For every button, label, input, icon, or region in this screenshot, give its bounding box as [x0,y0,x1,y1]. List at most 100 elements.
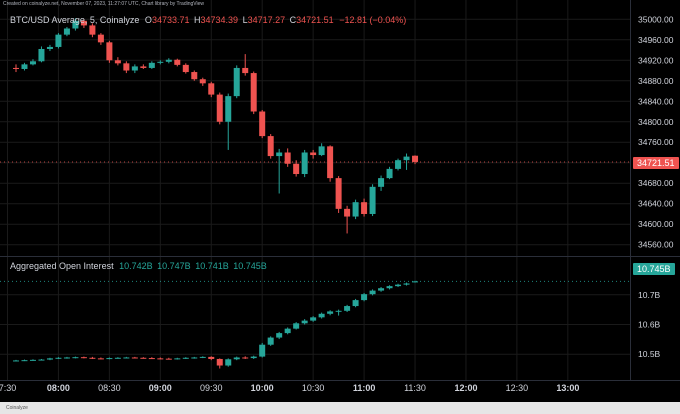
candle [412,280,419,283]
candle [386,166,393,180]
candle [106,357,113,360]
candle [267,336,274,346]
candle-body [38,359,45,361]
candle-body [369,186,376,214]
candle [148,61,155,69]
candle [106,40,113,63]
candle [182,357,189,359]
candle [403,153,410,170]
candle [165,357,172,360]
close-value: 34721.51 [296,15,334,25]
candle [318,312,325,319]
candle [29,359,36,361]
candle-body [284,328,291,334]
candle-body [148,62,155,68]
candle-body [318,313,325,318]
candle [242,356,249,359]
x-tick-label: 12:00 [454,383,477,393]
candle [327,310,334,316]
candle-body [233,357,240,360]
candle-body [29,359,36,361]
candle [208,356,215,361]
candle [21,62,28,71]
candle-body [216,358,223,366]
grid-lines [0,0,630,380]
candle [63,356,70,359]
candle-body [352,202,359,217]
candle [284,327,291,335]
x-tick-label: 10:30 [302,383,325,393]
candle-body [310,317,317,321]
candle [259,342,266,358]
candle [225,358,232,367]
candle [80,356,87,359]
candle-body [12,360,19,362]
oi-header: Aggregated Open Interest 10.742B 10.747B… [10,261,267,271]
x-tick-label: 11:00 [353,383,376,393]
candle [12,359,19,362]
chart-credit: Created on coinalyze.net, November 07, 2… [3,1,205,7]
y-tick-label: 34760.00 [638,137,674,147]
candle-body [131,357,138,359]
candle-body [344,306,351,311]
candle-body [182,64,189,73]
candle [395,283,402,288]
candle [148,357,155,360]
candle-body [284,152,291,164]
candle-body [208,356,215,359]
candle-body [131,66,138,71]
change-value: −12.81 (−0.04%) [339,15,407,25]
candle [46,44,53,52]
candle-body [242,357,249,359]
candle [21,359,28,362]
candle [369,184,376,217]
open-label: O [144,15,152,25]
oi-close-value: 10.745B [233,261,267,271]
candle-body [97,34,104,43]
candle-body [21,360,28,362]
candle-body [259,344,266,357]
candle [157,357,164,360]
candle [352,199,359,220]
candle [191,70,198,81]
candle-body [72,20,79,29]
candle-body [199,356,206,358]
footer-logo-text: Coinalyze [6,405,28,411]
y-tick-label: 10.6B [638,319,661,329]
candle [29,59,36,66]
candle-body [191,357,198,359]
candle-body [80,20,87,26]
low-value: 34717.27 [247,15,286,25]
candle-body [21,64,28,69]
candle [97,33,104,45]
candle-body [301,152,308,175]
oi-low-value: 10.741B [195,261,229,271]
candle-body [140,66,147,68]
candle-body [310,152,317,156]
y-tick-label: 35000.00 [638,14,674,24]
candle-body [106,358,113,360]
candle [395,158,402,171]
y-tick-label: 34920.00 [638,55,674,65]
candle [114,57,121,66]
candle [310,316,317,322]
candle-body [140,357,147,359]
candle [131,356,138,359]
candle-body [123,357,130,359]
candle-body [114,60,121,64]
footer-strip: Coinalyze [0,402,680,414]
candle-body [267,337,274,345]
candle [301,149,308,178]
candle-body [378,178,385,187]
candle [157,60,164,65]
y-tick-label: 34560.00 [638,240,674,250]
candle [140,357,147,359]
y-tick-label: 34680.00 [638,178,674,188]
candle [55,33,62,49]
x-tick-label: 08:00 [47,383,70,393]
x-tick-label: 10:00 [251,383,274,393]
candle [378,287,385,292]
candle-body [267,136,274,157]
candle [327,145,334,182]
